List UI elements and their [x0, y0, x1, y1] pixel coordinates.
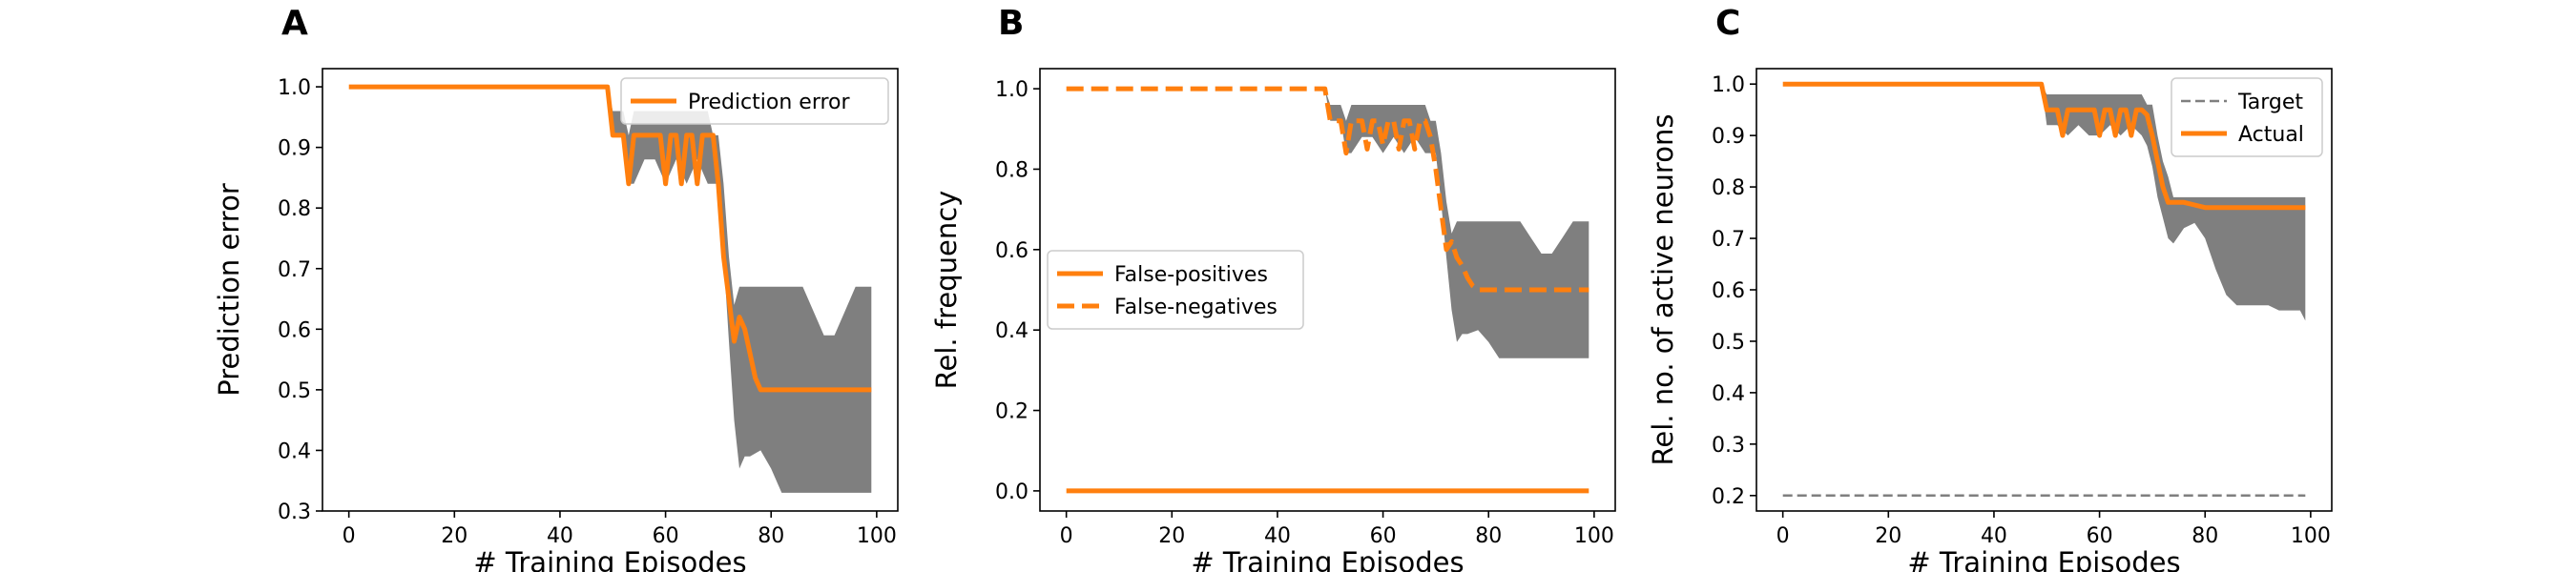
x-tick-label: 0: [1060, 524, 1073, 548]
legend-label: Target: [2237, 91, 2303, 114]
x-tick-label: 20: [1875, 524, 1901, 548]
x-tick-label: 80: [758, 524, 784, 548]
y-tick-label: 0.8: [995, 158, 1028, 182]
y-tick-label: 0.2: [1712, 485, 1745, 509]
y-tick-label: 0.6: [1712, 279, 1745, 303]
y-tick-label: 0.4: [278, 439, 311, 463]
axes-frame: [1039, 68, 1616, 512]
y-tick-label: 0.8: [278, 197, 311, 221]
y-tick-label: 0.9: [278, 137, 311, 161]
y-tick-label: 0.8: [1712, 176, 1745, 200]
y-tick-label: 0.4: [995, 319, 1028, 343]
panel-a: 0 20 40 60 80 100 0.3 0.4 0.5 0.6 0.7 0.8 0.9 1.0 # Tr…: [213, 68, 899, 572]
x-tick-label: 80: [2192, 524, 2218, 548]
confidence-band: [1324, 89, 1589, 358]
x-axis-label: # Training Episodes: [473, 546, 746, 572]
x-tick-label: 60: [1370, 524, 1397, 548]
x-tick-label: 60: [653, 524, 679, 548]
legend-box: [620, 77, 889, 125]
y-tick-label: 0.7: [278, 258, 311, 282]
x-axis-label: # Training Episodes: [1907, 546, 2180, 572]
y-tick-label: 0.5: [1712, 331, 1745, 355]
legend: False-positives False-negatives: [1047, 250, 1304, 330]
legend-box: [1047, 250, 1304, 330]
x-tick-label: 20: [441, 524, 467, 548]
legend-box: [2171, 77, 2323, 157]
x-tick-label: 0: [343, 524, 356, 548]
series-line-2: [1782, 81, 2306, 211]
y-tick-label: 1.0: [995, 78, 1028, 102]
panel-letter-b: B: [998, 4, 1024, 43]
legend: Target Actual: [2171, 77, 2323, 157]
x-tick-label: 40: [547, 524, 573, 548]
y-tick-label: 1.0: [278, 76, 311, 100]
y-tick-label: 0.6: [278, 318, 311, 342]
y-tick-label: 0.4: [1712, 382, 1745, 406]
y-tick-label: 0.7: [1712, 228, 1745, 252]
legend: Prediction error: [620, 77, 889, 125]
y-tick-label: 1.0: [1712, 73, 1745, 97]
panel-b: 0 20 40 60 80 100 0.0 0.2 0.4 0.6 0.8 1.0 # Training…: [930, 68, 1616, 572]
series-line-1: [348, 84, 872, 393]
x-tick-label: 0: [1776, 524, 1790, 548]
y-tick-label: 0.2: [995, 400, 1028, 424]
confidence-band: [607, 87, 872, 493]
legend-label: False-negatives: [1114, 296, 1278, 319]
series-line-2: [1066, 86, 1589, 293]
y-tick-label: 0.9: [1712, 125, 1745, 149]
y-axis-label: Rel. no. of active neurons: [1647, 114, 1679, 466]
y-tick-label: 0.6: [995, 239, 1028, 263]
x-tick-label: 100: [2291, 524, 2331, 548]
y-tick-label: 0.3: [278, 500, 311, 524]
x-tick-label: 100: [857, 524, 897, 548]
x-axis-label: # Training Episodes: [1191, 546, 1464, 572]
panel-letter-a: A: [281, 4, 308, 43]
x-tick-label: 60: [2087, 524, 2113, 548]
y-tick-label: 0.5: [278, 379, 311, 403]
panel-letter-c: C: [1715, 4, 1740, 43]
y-axis-label: Prediction error: [213, 183, 245, 397]
y-axis-label: Rel. frequency: [930, 191, 963, 390]
axes-frame: [322, 68, 899, 512]
legend-label: False-positives: [1114, 263, 1268, 287]
x-tick-label: 40: [1264, 524, 1291, 548]
y-tick-label: 0.3: [1712, 434, 1745, 458]
x-tick-label: 40: [1981, 524, 2007, 548]
panel-c: 0 20 40 60 80 100 0.2 0.3 0.4 0.5 0.6 0.7 0.8 0.9 1.0 #…: [1647, 68, 2333, 572]
x-tick-label: 80: [1475, 524, 1502, 548]
x-tick-label: 20: [1158, 524, 1185, 548]
legend-label: Actual: [2238, 123, 2304, 147]
legend-label: Prediction error: [688, 91, 850, 114]
y-tick-label: 0.0: [995, 480, 1028, 504]
x-tick-label: 100: [1574, 524, 1614, 548]
